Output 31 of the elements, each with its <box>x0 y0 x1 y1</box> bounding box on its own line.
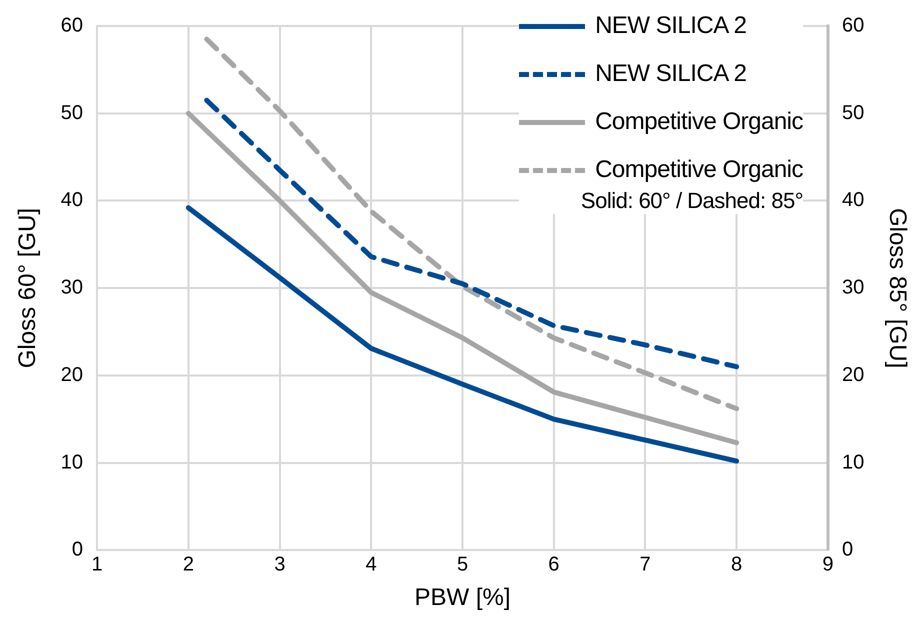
y-tick-label: 10 <box>60 451 84 474</box>
y-tick-label: 60 <box>60 14 84 37</box>
y-axis-title: Gloss 60° [GU] <box>14 208 42 368</box>
x-tick-label: 3 <box>274 554 286 576</box>
x-tick-label: 8 <box>731 554 742 576</box>
y2-axis-title: Gloss 85° [GU] <box>884 208 911 368</box>
y-tick-label: 40 <box>60 189 84 212</box>
y2-tick-label: 60 <box>842 14 864 37</box>
y2-tick-label: 40 <box>842 189 864 212</box>
y-tick-label: 20 <box>60 364 84 386</box>
x-tick-label: 9 <box>822 554 834 576</box>
y-tick-label: 30 <box>60 276 84 299</box>
x-tick-label: 4 <box>366 554 377 576</box>
annotation: Solid: 60° / Dashed: 85° <box>580 188 803 214</box>
x-tick-label: 5 <box>456 554 468 576</box>
legend-label: NEW SILICA 2 <box>595 12 746 40</box>
y2-tick-label: 20 <box>842 364 864 386</box>
legend-label: Competitive Organic <box>595 108 803 136</box>
x-axis-title: PBW [%] <box>414 584 511 612</box>
y2-tick-label: 50 <box>842 102 864 124</box>
y-tick-label: 0 <box>72 538 84 561</box>
x-tick-label: 7 <box>640 554 651 576</box>
y2-tick-label: 0 <box>842 538 854 561</box>
y-tick-label: 50 <box>60 102 84 124</box>
x-tick-label: 6 <box>548 554 560 576</box>
x-tick-label: 2 <box>182 554 194 576</box>
y2-tick-label: 30 <box>842 276 864 299</box>
legend-label: NEW SILICA 2 <box>595 60 746 88</box>
y2-tick-label: 10 <box>842 451 864 474</box>
x-tick-label: 1 <box>91 554 103 576</box>
legend-label: Competitive Organic <box>595 156 803 184</box>
